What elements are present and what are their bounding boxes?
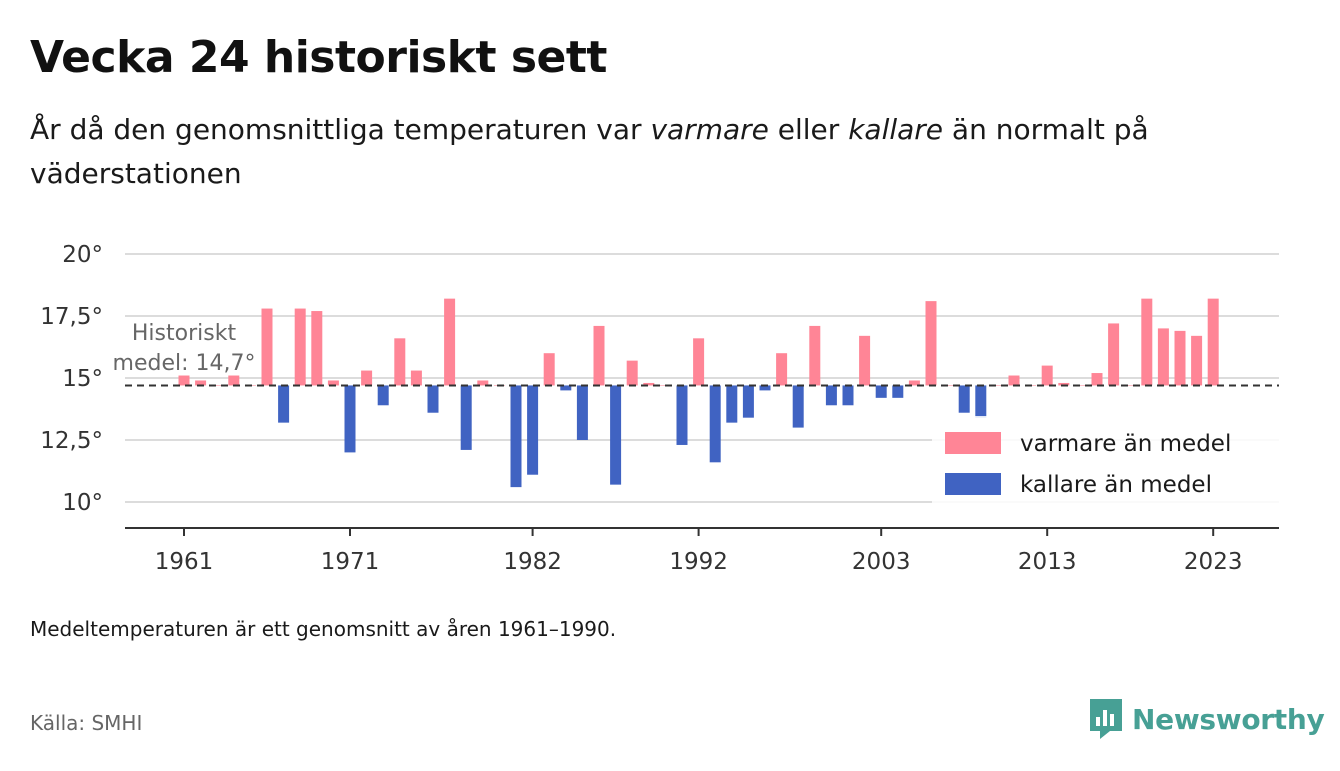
footnote: Medeltemperaturen är ett genomsnitt av å… (30, 617, 617, 641)
subtitle-emphasis-colder: kallare (848, 113, 944, 146)
bar-2020 (1157, 328, 1169, 386)
bar-1986 (593, 325, 605, 386)
bar-1974 (394, 338, 406, 386)
bar-1976 (427, 385, 439, 413)
chart-subtitle: År då den genomsnittliga temperaturen va… (30, 108, 1290, 196)
bars-group (178, 298, 1219, 488)
legend-cold-swatch (945, 473, 1001, 495)
x-tick-label: 1982 (503, 549, 562, 575)
bar-1998 (792, 385, 804, 428)
bar-2006 (925, 301, 937, 386)
bar-2017 (1108, 323, 1120, 386)
bar-1991 (676, 385, 688, 445)
bar-2003 (875, 385, 887, 398)
bar-1984 (560, 385, 572, 391)
bar-2008 (958, 385, 970, 413)
subtitle-text-3: än normalt på väderstationen (30, 113, 1149, 190)
bar-1971 (344, 385, 356, 453)
legend-cold-label: kallare än medel (1020, 472, 1212, 498)
subtitle-text-1: År då den genomsnittliga temperaturen va… (30, 113, 651, 146)
bar-1989 (643, 382, 655, 386)
source-label: Källa: SMHI (30, 711, 143, 735)
bar-1981 (510, 385, 522, 488)
legend-warm-swatch (945, 432, 1001, 454)
bar-1964 (228, 375, 240, 386)
bar-1966 (261, 308, 273, 386)
bar-1975 (410, 370, 422, 386)
bar-1994 (726, 385, 738, 423)
bar-2022 (1191, 335, 1203, 386)
bar-2002 (859, 335, 871, 386)
temperature-bar-chart: 10° 12,5° 15° 17,5° 20° Historiskt medel: 14… (40, 242, 1280, 575)
y-tick-labels: 10° 12,5° 15° 17,5° 20° (40, 242, 103, 516)
bar-2014 (1058, 382, 1070, 386)
x-tick-label: 2003 (852, 549, 911, 575)
x-tick-label: 1961 (155, 549, 214, 575)
bar-1993 (709, 385, 721, 463)
bar-2001 (842, 385, 854, 406)
bar-1970 (327, 380, 339, 386)
bar-1969 (311, 311, 323, 386)
x-tick-label: 2023 (1184, 549, 1243, 575)
bar-2021 (1174, 330, 1186, 386)
baseline-label-line1: Historiskt (132, 321, 237, 346)
bar-2018 (1124, 385, 1136, 386)
bar-1962 (195, 380, 207, 386)
baseline-label-line2: medel: 14,7° (113, 351, 256, 376)
bar-2015 (1074, 385, 1086, 386)
x-tick-label: 1971 (321, 549, 380, 575)
bar-1988 (626, 360, 638, 386)
bar-1961 (178, 375, 190, 386)
subtitle-text-2: eller (768, 113, 849, 146)
bar-1982 (527, 385, 539, 475)
bar-1973 (377, 385, 389, 406)
bar-2011 (1008, 375, 1020, 386)
legend-warm-label: varmare än medel (1020, 431, 1231, 457)
newsworthy-logo[interactable]: Newsworthy (1088, 697, 1325, 741)
bar-2010 (991, 385, 1003, 386)
legend: varmare än medel kallare än medel (932, 416, 1280, 506)
bar-2009 (975, 385, 987, 418)
bar-1992 (693, 338, 705, 386)
bar-1972 (361, 370, 373, 386)
y-tick-label: 12,5° (40, 428, 103, 454)
x-tick-label: 1992 (669, 549, 728, 575)
newsworthy-logo-icon (1090, 699, 1122, 739)
y-tick-label: 17,5° (40, 304, 103, 330)
bar-1996 (759, 385, 771, 391)
bar-1967 (278, 385, 290, 423)
bar-1983 (543, 353, 555, 386)
x-tick-label: 2013 (1018, 549, 1077, 575)
bar-2016 (1091, 373, 1103, 386)
y-tick-label: 15° (62, 366, 103, 392)
subtitle-emphasis-warmer: varmare (650, 113, 769, 146)
bar-2005 (908, 380, 920, 386)
bar-2023 (1207, 298, 1219, 386)
x-ticks: 1961 1971 1982 1992 2003 2013 2023 (155, 528, 1243, 575)
bar-1985 (576, 385, 588, 440)
bar-1995 (742, 385, 754, 418)
bar-1968 (294, 308, 306, 386)
bar-2019 (1141, 298, 1153, 386)
bar-1963 (211, 385, 223, 386)
bar-1997 (776, 353, 788, 386)
y-tick-label: 20° (62, 242, 103, 268)
bar-1978 (460, 385, 472, 450)
bar-1999 (809, 325, 821, 386)
chart-title: Vecka 24 historiskt sett (30, 32, 607, 83)
bar-2000 (825, 385, 837, 406)
bar-1977 (444, 298, 456, 386)
y-tick-label: 10° (62, 490, 103, 516)
bar-1987 (610, 385, 622, 485)
bar-1979 (477, 380, 489, 386)
bar-2004 (892, 385, 904, 398)
bar-2013 (1041, 365, 1053, 386)
newsworthy-logo-text: Newsworthy (1132, 702, 1325, 736)
